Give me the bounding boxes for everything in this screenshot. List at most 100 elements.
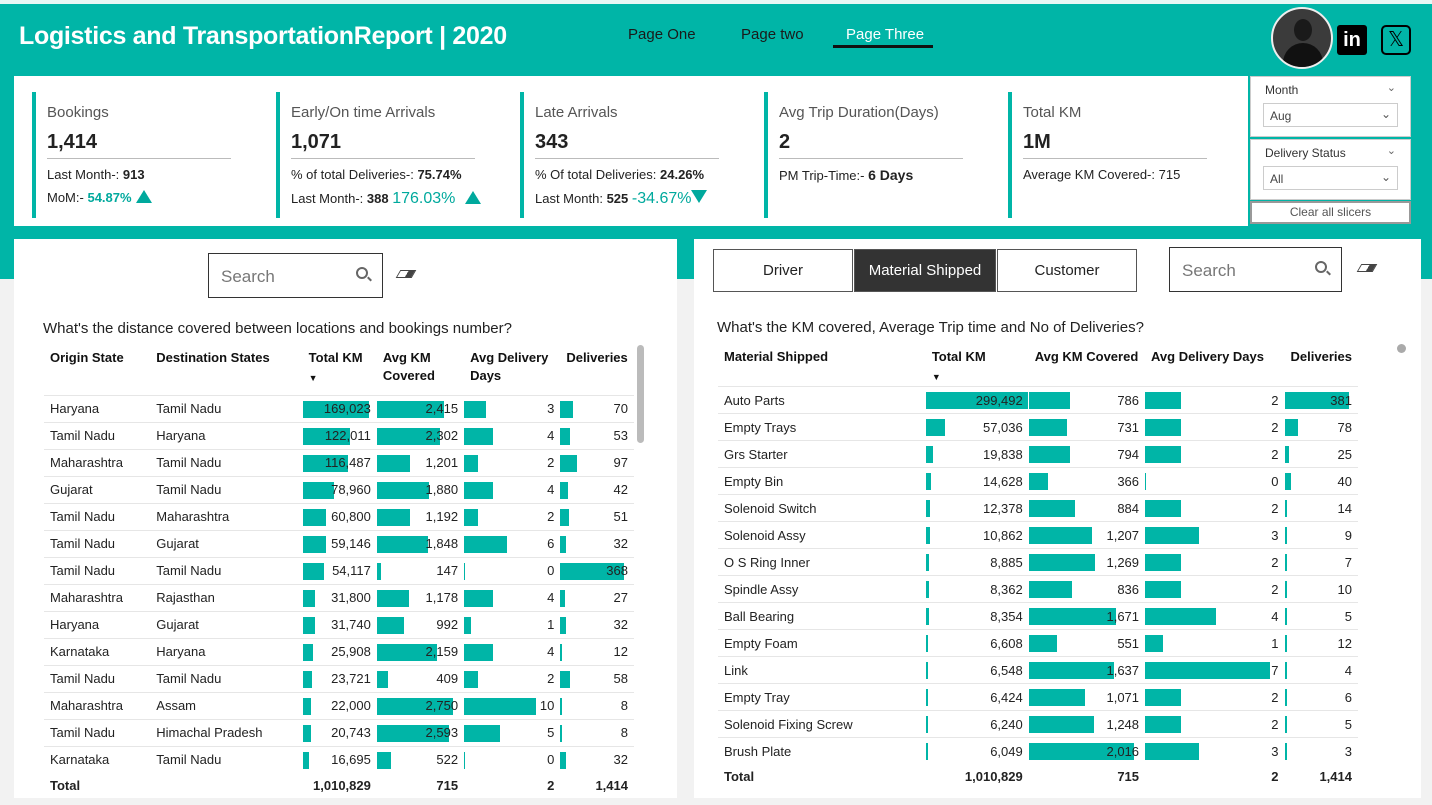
left-search-input[interactable]: Search bbox=[208, 253, 383, 298]
x-twitter-icon[interactable]: 𝕏 bbox=[1381, 25, 1411, 55]
table-row[interactable]: Auto Parts 299,492 786 2 381 bbox=[718, 386, 1358, 414]
col-avg-delivery-days[interactable]: Avg Delivery Days bbox=[470, 350, 549, 383]
delivery-status-slicer[interactable]: Delivery Status ⌄ All ⌄ bbox=[1250, 139, 1411, 200]
table-row[interactable]: Link 6,548 1,637 7 4 bbox=[718, 656, 1358, 684]
table-row[interactable]: Empty Trays 57,036 731 2 78 bbox=[718, 413, 1358, 441]
table-row[interactable]: Karnataka Tamil Nadu 16,695 522 0 32 bbox=[44, 745, 634, 773]
col-material-shipped[interactable]: Material Shipped bbox=[724, 349, 829, 364]
bar-value: 116,487 bbox=[324, 455, 371, 470]
table-row[interactable]: Spindle Assy 8,362 836 2 10 bbox=[718, 575, 1358, 603]
table-row[interactable]: Maharashtra Rajasthan 31,800 1,178 4 27 bbox=[44, 583, 634, 611]
bar-cell: 1,192 bbox=[376, 502, 465, 530]
nav-page-one[interactable]: Page One bbox=[628, 26, 696, 43]
data-bar bbox=[1028, 635, 1058, 652]
bar-cell: 4 bbox=[464, 583, 561, 611]
bar-value: 6 bbox=[1344, 689, 1352, 705]
col-avg-km[interactable]: Avg KM Covered bbox=[1034, 349, 1139, 364]
table-row[interactable]: Tamil Nadu Maharashtra 60,800 1,192 2 51 bbox=[44, 502, 634, 530]
bar-cell: 12,378 bbox=[925, 494, 1029, 522]
search-icon[interactable] bbox=[1315, 261, 1327, 273]
scrollbar[interactable] bbox=[637, 345, 644, 443]
bar-cell: 551 bbox=[1028, 629, 1146, 657]
table-row[interactable]: Tamil Nadu Gujarat 59,146 1,848 6 32 bbox=[44, 529, 634, 557]
right-search-input[interactable]: Search bbox=[1169, 247, 1342, 292]
linkedin-icon[interactable]: in bbox=[1337, 25, 1367, 55]
col-deliveries[interactable]: Deliveries bbox=[566, 350, 628, 365]
table-row[interactable]: Gujarat Tamil Nadu 78,960 1,880 4 42 bbox=[44, 475, 634, 503]
delivery-status-dropdown[interactable]: All ⌄ bbox=[1263, 166, 1398, 190]
bar-cell: 7 bbox=[1284, 548, 1358, 576]
table-row[interactable]: Empty Foam 6,608 551 1 12 bbox=[718, 629, 1358, 657]
bar-cell: 32 bbox=[560, 610, 634, 638]
chevron-down-icon[interactable]: ⌄ bbox=[1380, 170, 1391, 184]
bar-cell: 2,415 bbox=[376, 394, 465, 422]
col-deliveries[interactable]: Deliveries bbox=[1290, 349, 1352, 364]
bar-cell: 2 bbox=[1145, 386, 1285, 414]
data-bar bbox=[560, 697, 563, 715]
bar-value: 1,880 bbox=[425, 482, 459, 497]
table-row[interactable]: Solenoid Assy 10,862 1,207 3 9 bbox=[718, 521, 1358, 549]
data-bar bbox=[925, 392, 1028, 409]
table-row[interactable]: Empty Bin 14,628 366 0 40 bbox=[718, 467, 1358, 495]
sort-desc-icon[interactable]: ▼ bbox=[308, 373, 318, 383]
table-row[interactable]: Empty Tray 6,424 1,071 2 6 bbox=[718, 683, 1358, 711]
chevron-down-icon[interactable]: ⌄ bbox=[1380, 107, 1391, 121]
col-avg-km[interactable]: Avg KM Covered bbox=[382, 350, 435, 383]
data-bar bbox=[1028, 743, 1134, 760]
data-bar bbox=[376, 454, 411, 472]
data-bar bbox=[464, 508, 479, 526]
tab-material-shipped[interactable]: Material Shipped bbox=[854, 249, 996, 292]
col-total-km[interactable]: Total KM ▼ bbox=[926, 348, 1029, 387]
table-row[interactable]: Tamil Nadu Haryana 122,011 2,302 4 53 bbox=[44, 421, 634, 449]
chevron-down-icon[interactable]: ⌄ bbox=[1386, 145, 1396, 157]
table-row[interactable]: Tamil Nadu Himachal Pradesh 20,743 2,593 5 8 bbox=[44, 718, 634, 746]
col-total-km[interactable]: Total KM ▼ bbox=[303, 349, 377, 395]
table-row[interactable]: Maharashtra Assam 22,000 2,750 10 8 bbox=[44, 691, 634, 719]
col-destination-states[interactable]: Destination States bbox=[156, 350, 270, 365]
data-bar bbox=[302, 508, 327, 526]
table-row[interactable]: Haryana Gujarat 31,740 992 1 32 bbox=[44, 610, 634, 638]
col-origin-state[interactable]: Origin State bbox=[50, 350, 124, 365]
bar-cell: 40 bbox=[1284, 467, 1358, 495]
col-avg-delivery-days[interactable]: Avg Delivery Days bbox=[1151, 349, 1265, 364]
bar-cell: 19,838 bbox=[925, 440, 1029, 468]
tab-driver[interactable]: Driver bbox=[713, 249, 853, 292]
bar-cell: 51 bbox=[560, 502, 634, 530]
bar-value: 884 bbox=[1117, 500, 1140, 516]
nav-page-three[interactable]: Page Three bbox=[846, 26, 925, 43]
table-row[interactable]: Ball Bearing 8,354 1,671 4 5 bbox=[718, 602, 1358, 630]
search-icon[interactable] bbox=[356, 267, 368, 279]
table-row[interactable]: Tamil Nadu Tamil Nadu 54,117 147 0 368 bbox=[44, 556, 634, 584]
table-row[interactable]: Grs Starter 19,838 794 2 25 bbox=[718, 440, 1358, 468]
bar-cell: 1,248 bbox=[1028, 710, 1146, 738]
bar-value: 1,248 bbox=[1106, 716, 1140, 732]
table-row[interactable]: Solenoid Fixing Screw 6,240 1,248 2 5 bbox=[718, 710, 1358, 738]
data-bar bbox=[376, 751, 392, 769]
table-row[interactable]: Tamil Nadu Tamil Nadu 23,721 409 2 58 bbox=[44, 664, 634, 692]
total-cell: Total bbox=[724, 769, 755, 784]
tab-customer[interactable]: Customer bbox=[997, 249, 1137, 292]
bar-cell: 31,740 bbox=[302, 610, 377, 638]
table-row[interactable]: Brush Plate 6,049 2,016 3 3 bbox=[718, 737, 1358, 765]
table-row[interactable]: Solenoid Switch 12,378 884 2 14 bbox=[718, 494, 1358, 522]
bar-cell: 522 bbox=[376, 745, 465, 773]
month-slicer[interactable]: Month ⌄ Aug ⌄ bbox=[1250, 76, 1411, 137]
data-bar bbox=[376, 400, 444, 418]
bar-value: 1,207 bbox=[1106, 527, 1140, 543]
sort-desc-icon[interactable]: ▼ bbox=[931, 372, 941, 382]
top-strip bbox=[0, 0, 1432, 4]
table-row[interactable]: Karnataka Haryana 25,908 2,159 4 12 bbox=[44, 637, 634, 665]
clear-slicers-button[interactable]: Clear all slicers bbox=[1250, 201, 1411, 224]
table-cell: Empty Bin bbox=[718, 467, 926, 495]
table-row[interactable]: Maharashtra Tamil Nadu 116,487 1,201 2 97 bbox=[44, 448, 634, 476]
table-cell: Solenoid Fixing Screw bbox=[718, 710, 926, 738]
chevron-down-icon[interactable]: ⌄ bbox=[1386, 82, 1396, 94]
nav-page-two[interactable]: Page two bbox=[741, 26, 804, 43]
table-row[interactable]: Haryana Tamil Nadu 169,023 2,415 3 70 bbox=[44, 394, 634, 422]
month-dropdown[interactable]: Aug ⌄ bbox=[1263, 103, 1398, 127]
data-bar bbox=[560, 481, 568, 499]
bar-cell: 23,721 bbox=[302, 664, 377, 692]
bar-cell: 1 bbox=[464, 610, 561, 638]
table-row[interactable]: O S Ring Inner 8,885 1,269 2 7 bbox=[718, 548, 1358, 576]
bar-value: 7 bbox=[1271, 662, 1279, 678]
